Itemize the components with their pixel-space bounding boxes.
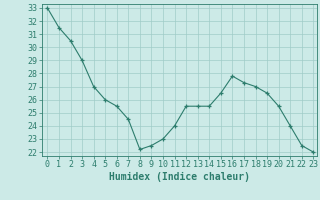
X-axis label: Humidex (Indice chaleur): Humidex (Indice chaleur)	[109, 172, 250, 182]
